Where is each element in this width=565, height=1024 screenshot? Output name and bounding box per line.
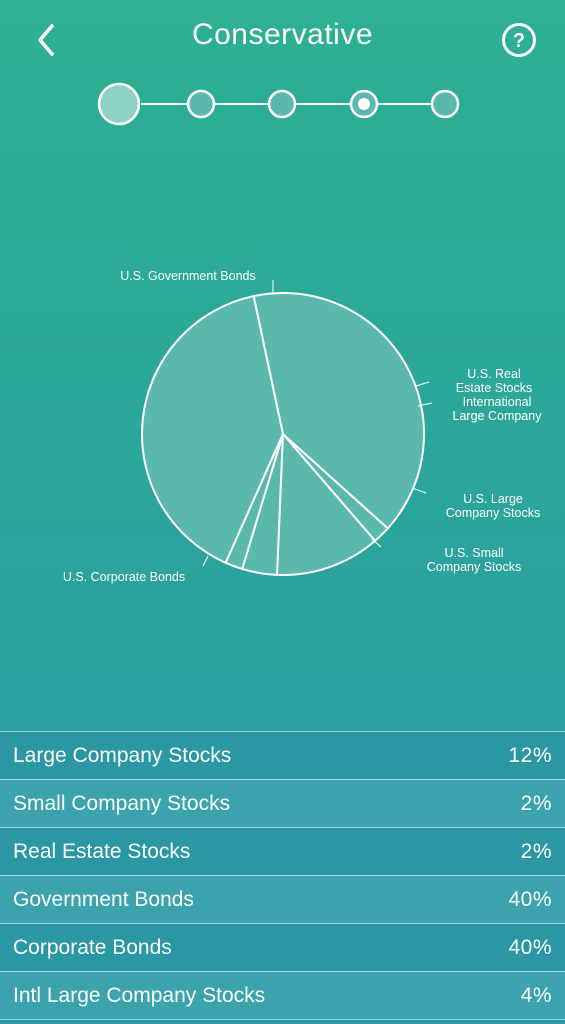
list-item-value: 40% [508, 887, 552, 911]
pie-label-intl-1: International [463, 395, 532, 409]
pie-label-small-2: Company Stocks [427, 560, 521, 574]
list-item: Intl Large Company Stocks 4% [0, 971, 565, 1020]
allocation-list: Large Company Stocks 12% Small Company S… [0, 731, 565, 1020]
step-current-marker [358, 98, 370, 110]
list-item: Corporate Bonds 40% [0, 923, 565, 971]
list-item-name: Intl Large Company Stocks [13, 983, 266, 1007]
page-title: Conservative [191, 18, 374, 51]
pie-label-reit-1: U.S. Real [467, 367, 521, 381]
top-bar: Conservative ? [0, 0, 565, 78]
list-item-value: 40% [508, 935, 552, 959]
chevron-left-icon[interactable] [28, 20, 64, 60]
pie-label-reit-2: Estate Stocks [456, 381, 532, 395]
allocation-pie-chart: U.S. Government Bonds U.S. Real Estate S… [0, 240, 565, 600]
pie-leader-6 [202, 555, 209, 567]
question-circle-icon[interactable]: ? [501, 22, 537, 58]
pie-slice-4 [276, 431, 377, 576]
list-item-name: Corporate Bonds [13, 935, 172, 959]
list-item-name: Small Company Stocks [13, 791, 231, 815]
pie-label-intl-2: Large Company [453, 409, 543, 423]
pie-leader-2 [415, 381, 430, 387]
pie-label-gov: U.S. Government Bonds [120, 269, 255, 283]
pie-slice-6 [252, 291, 425, 530]
list-item-value: 2% [520, 791, 552, 815]
list-item-value: 4% [520, 983, 552, 1007]
pie-label-large-2: Company Stocks [446, 506, 540, 520]
pie-leader-5 [371, 538, 382, 548]
pie-slice-1 [141, 294, 285, 565]
list-item: Government Bonds 40% [0, 875, 565, 923]
list-item-value: 2% [520, 839, 552, 863]
pie-leader-3 [417, 402, 433, 407]
step-dot-1[interactable] [97, 82, 141, 126]
list-item-name: Large Company Stocks [13, 743, 232, 767]
list-item: Small Company Stocks 2% [0, 779, 565, 827]
pie-label-corp: U.S. Corporate Bonds [63, 570, 185, 584]
step-dot-2[interactable] [186, 89, 216, 119]
step-indicator [97, 82, 460, 126]
step-dot-5[interactable] [430, 89, 460, 119]
pie-leader-4 [411, 487, 427, 494]
list-item: Large Company Stocks 12% [0, 731, 565, 779]
svg-text:?: ? [513, 30, 525, 52]
pie-label-small-1: U.S. Small [444, 546, 503, 560]
list-item-name: Government Bonds [13, 887, 194, 911]
pie-label-large-1: U.S. Large [463, 492, 523, 506]
list-item-name: Real Estate Stocks [13, 839, 191, 863]
list-item: Real Estate Stocks 2% [0, 827, 565, 875]
step-dot-3[interactable] [267, 89, 297, 119]
list-item-value: 12% [508, 743, 552, 767]
